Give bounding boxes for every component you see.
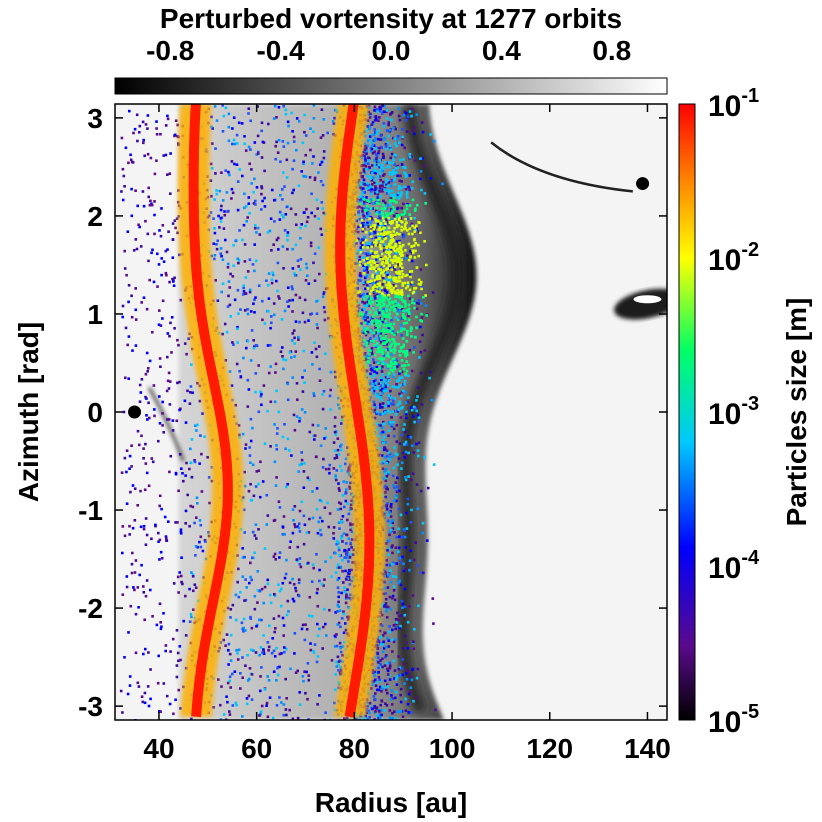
dust-ring-1 [335,104,375,718]
particle-size-colorbar-gradient [678,103,696,721]
plot-area [115,104,667,720]
size-tick-label-4: 10-5 [708,701,759,739]
dust-clump [346,104,428,498]
planets [128,177,650,419]
x-tick-label-5: 140 [624,733,671,764]
y-tick-label-2: 1 [87,299,103,330]
y-axis: 3 2 1 0 -1 -2 -3 [78,103,667,722]
vortensity-tick-label-2: 0.0 [372,35,411,66]
x-tick-label-0: 40 [143,733,174,764]
vortensity-colorbar: -0.8 -0.4 0.0 0.4 0.8 [114,35,668,95]
vortensity-tick-label-3: 0.4 [482,35,521,66]
vortensity-colorbar-ticks: -0.8 -0.4 0.0 0.4 0.8 [146,35,631,66]
x-tick-label-4: 120 [526,733,573,764]
dust-ring-0 [188,104,233,718]
chart-title: Perturbed vortensity at 1277 orbits [160,3,622,34]
y-axis-label: Azimuth [rad] [13,322,44,502]
y-tick-label-5: -2 [78,593,103,624]
vortensity-tick-label-1: -0.4 [256,35,305,66]
size-tick-label-0: 10-1 [708,85,759,123]
particle-size-colorbar-label: Particles size [m] [781,298,812,527]
y-tick-label-1: 2 [87,201,103,232]
y-tick-label-0: 3 [87,103,103,134]
outer-vortex [614,288,667,320]
dust-rings [178,104,385,718]
size-tick-label-1: 10-2 [708,239,759,277]
x-tick-label-1: 60 [241,733,272,764]
outer-planet-wake [490,141,633,193]
y-tick-label-6: -3 [78,691,103,722]
size-tick-label-3: 10-4 [708,547,760,585]
vortensity-colorbar-gradient [114,77,668,95]
vortensity-tick-label-4: 0.8 [592,35,631,66]
x-axis: 40 60 80 100 120 140 [143,104,671,764]
x-axis-label: Radius [au] [315,787,467,818]
x-tick-label-3: 100 [429,733,476,764]
size-tick-label-2: 10-3 [708,393,759,431]
x-tick-label-2: 80 [339,733,370,764]
y-tick-label-4: -1 [78,495,103,526]
planet-marker-1 [636,177,650,191]
particle-size-colorbar-ticks: 10-1 10-2 10-3 10-4 10-5 [708,85,760,739]
outer-vortex-core [633,295,662,304]
y-tick-label-3: 0 [87,397,103,428]
vortensity-tick-label-0: -0.8 [146,35,194,66]
planet-marker-0 [128,405,142,419]
particle-size-colorbar: 10-1 10-2 10-3 10-4 10-5 Particles size [m] [678,85,812,739]
